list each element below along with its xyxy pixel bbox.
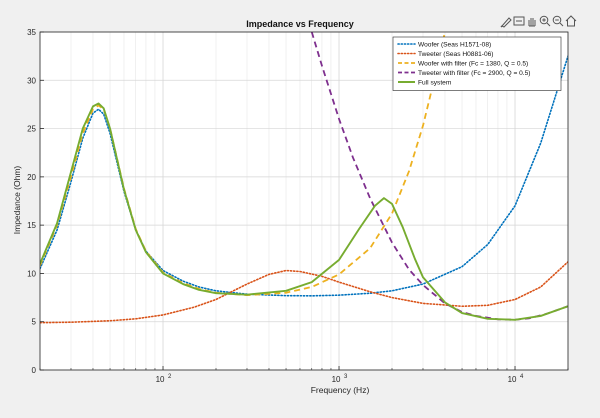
- series-layer: [40, 32, 568, 324]
- y-tick-label: 20: [27, 173, 36, 182]
- x-axis-label: Frequency (Hz): [311, 385, 370, 395]
- y-axis-label: Impedance (Ohm): [12, 166, 22, 235]
- y-tick-label: 35: [27, 28, 36, 37]
- data-tip-icon[interactable]: [513, 16, 525, 26]
- chart-title: Impedance vs Frequency: [246, 19, 354, 29]
- x-tick-label-exponent: 3: [344, 374, 348, 380]
- legend-box: [392, 36, 562, 91]
- legend-label-5: Full system: [418, 79, 452, 86]
- series-line-3: [40, 32, 446, 297]
- legend-label-2: Tweeter (Seas H0881-06): [418, 51, 494, 58]
- y-tick-label: 15: [27, 221, 36, 230]
- legend-label-4: Tweeter with filter (Fc = 2900, Q = 0.5): [418, 70, 531, 77]
- axes-box: [39, 31, 569, 371]
- x-tick-label: 10: [332, 375, 341, 384]
- series-line-2: [40, 261, 568, 324]
- legend-label-3: Woofer with filter (Fc = 1380, Q = 0.5): [418, 60, 528, 67]
- zoom-out-icon[interactable]: [552, 15, 564, 27]
- x-tick-label-exponent: 2: [168, 374, 172, 380]
- series-line-5: [40, 102, 568, 321]
- axes-toolbar: [500, 15, 577, 28]
- home-icon[interactable]: [565, 15, 577, 27]
- series-line-4: [310, 32, 568, 321]
- x-tick-label-exponent: 4: [520, 374, 524, 380]
- pan-icon[interactable]: [528, 18, 536, 27]
- x-tick-label: 10: [156, 375, 165, 384]
- legend-label-1: Woofer (Seas H1571-08): [418, 41, 491, 48]
- series-line-1: [40, 55, 568, 297]
- y-tick-label: 0: [32, 366, 37, 375]
- y-tick-label: 10: [27, 269, 36, 278]
- y-tick-label: 5: [32, 318, 37, 327]
- y-tick-label: 25: [27, 125, 36, 134]
- brush-icon[interactable]: [500, 15, 512, 28]
- zoom-in-icon[interactable]: [539, 15, 551, 27]
- legend[interactable]: Woofer (Seas H1571-08) Tweeter (Seas H088…: [392, 36, 562, 91]
- y-tick-label: 30: [27, 76, 36, 85]
- x-tick-label: 10: [508, 375, 517, 384]
